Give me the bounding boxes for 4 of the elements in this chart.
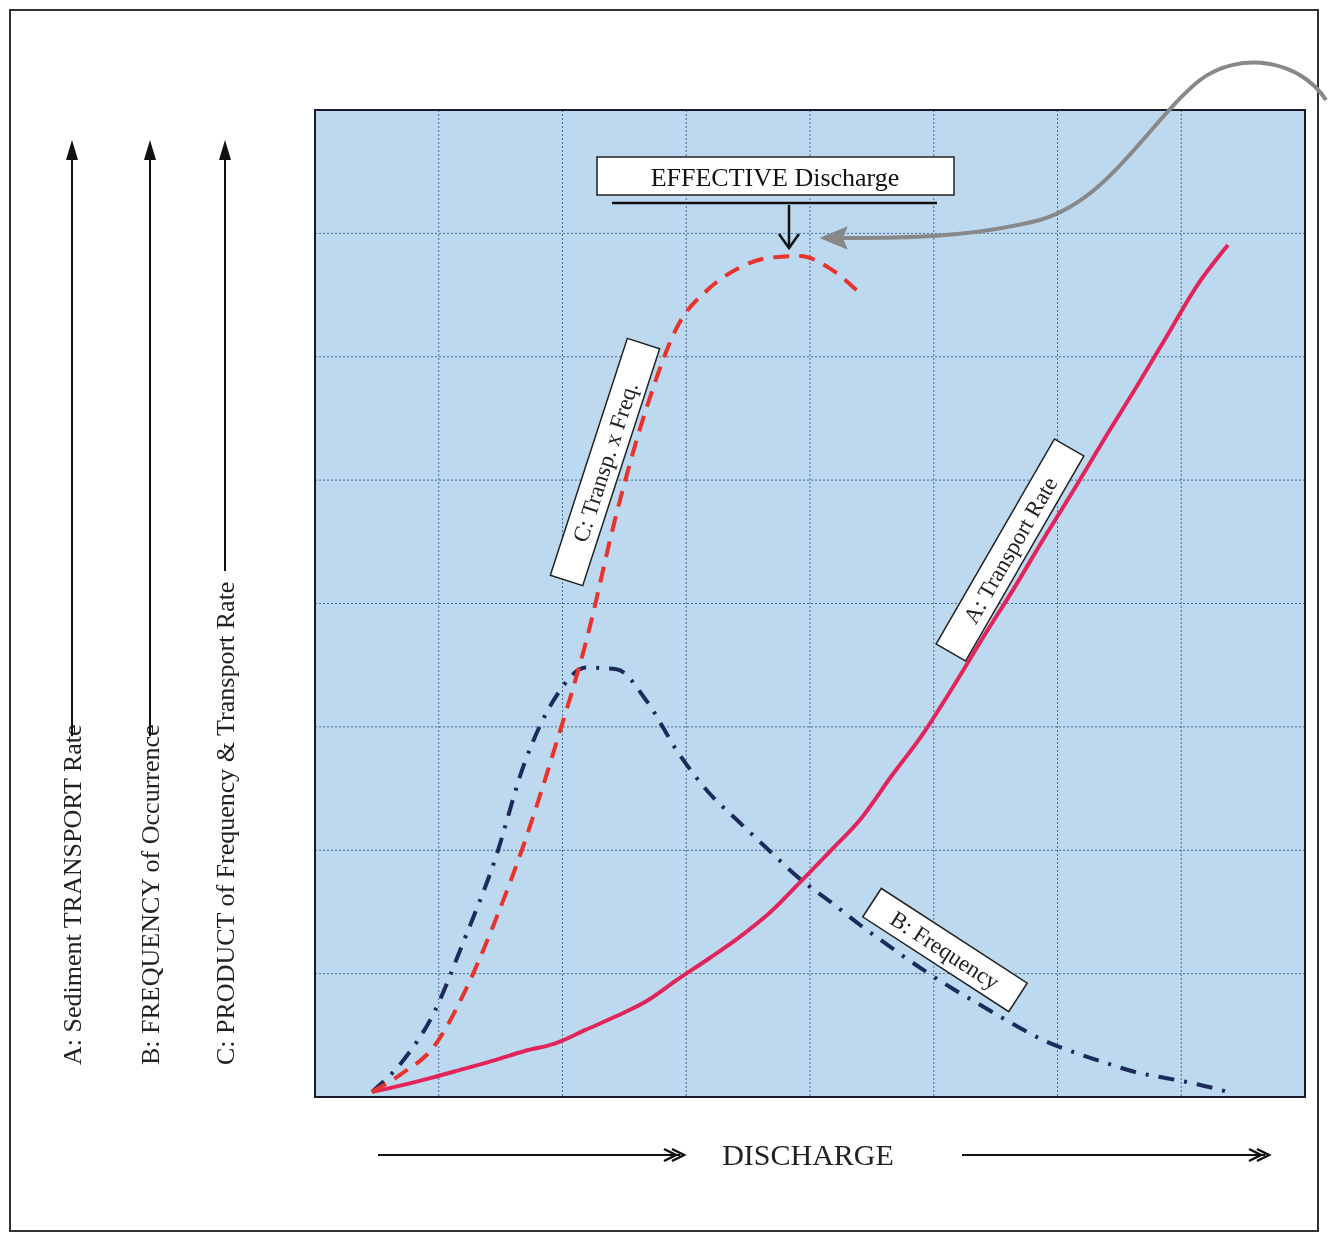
text: A: Sediment TRANSPORT Rate B: FREQUENCY of Occurrence C: PRODUCT of Frequency & Transport Rate [58,581,240,1065]
text: C: Transp. x Freq. [567,378,644,546]
text: EFFECTIVE Discharge [650,163,900,192]
x-axis-title: DISCHARGE [722,1138,894,1171]
